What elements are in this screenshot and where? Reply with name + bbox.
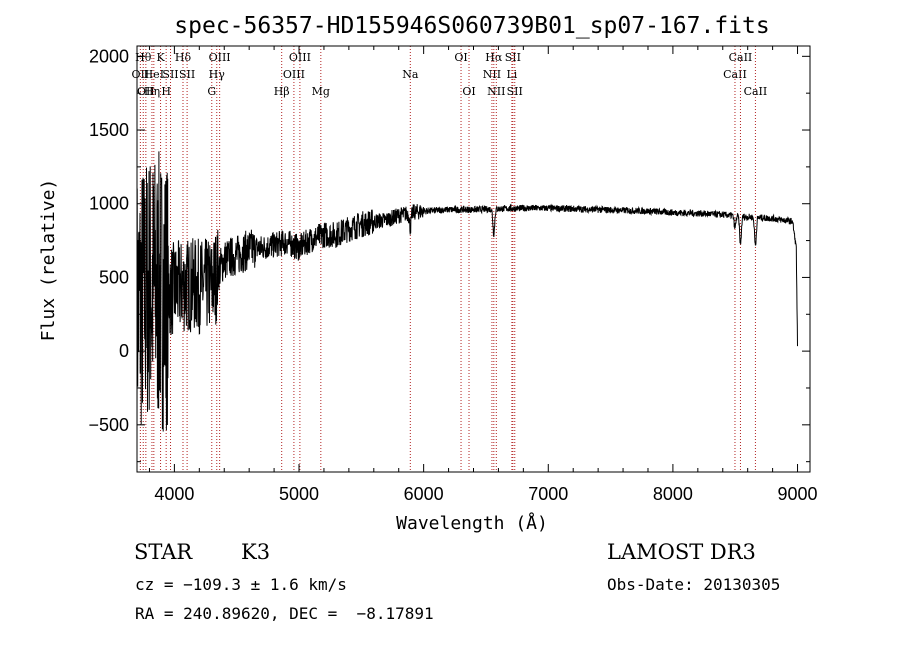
line-marker-label: SII (179, 68, 195, 81)
line-marker-label: Hη (144, 85, 160, 98)
line-marker-label: Na (402, 68, 419, 81)
y-axis: −500 0 500 1000 1500 2000 (88, 46, 810, 463)
line-marker-label: Hθ (135, 51, 152, 64)
line-marker-label: NII (487, 85, 505, 98)
line-marker-label: SII (507, 85, 523, 98)
x-tick-label: 9000 (778, 484, 818, 504)
line-marker-label: Hβ (274, 85, 290, 98)
line-marker-label: SII (162, 68, 178, 81)
line-marker-label: NII (483, 68, 501, 81)
object-class: STAR (134, 540, 193, 564)
y-axis-label: Flux (relative) (38, 179, 59, 342)
observation-date: Obs-Date: 20130305 (607, 575, 781, 594)
x-tick-label: 8000 (653, 484, 693, 504)
line-marker-label: OII (137, 85, 155, 98)
y-tick-label: 500 (99, 267, 129, 287)
line-marker-label: CaII (723, 68, 747, 81)
line-marker-label: OIII (283, 68, 305, 81)
line-marker-label: OIII (289, 51, 311, 64)
spectrum-chart: spec-56357-HD155946S060739B01_sp07-167.f… (38, 13, 818, 534)
survey-name: LAMOST DR3 (607, 540, 756, 564)
y-tick-label: 1000 (89, 194, 129, 214)
line-marker-label: H (161, 85, 171, 98)
y-tick-label: −500 (88, 415, 129, 435)
x-axis-label: Wavelength (Å) (396, 512, 548, 534)
line-marker-label: K (156, 51, 165, 64)
redshift-velocity: cz = −109.3 ± 1.6 km/s (135, 575, 347, 594)
line-marker-label: Hα (485, 51, 503, 64)
plot-frame (136, 45, 811, 473)
y-tick-label: 1500 (89, 120, 129, 140)
x-tick-label: 4000 (154, 484, 194, 504)
line-marker-label: Hγ (209, 68, 226, 81)
x-tick-label: 6000 (404, 484, 444, 504)
line-marker-label: OIII (209, 51, 231, 64)
line-markers: OIIHθOIIHηHeIKHSIIHδSIIGHγOIIIHβOIIIOIII… (132, 46, 768, 472)
line-marker-label: Hδ (175, 51, 192, 64)
y-tick-label: 0 (119, 341, 129, 361)
line-marker-label: G (207, 85, 216, 98)
x-tick-label: 7000 (528, 484, 568, 504)
spectrum-line (136, 151, 798, 447)
line-marker-label: CaII (744, 85, 768, 98)
line-marker-label: OI (462, 85, 475, 98)
coordinates: RA = 240.89620, DEC = −8.17891 (135, 604, 434, 623)
line-marker-label: OII (132, 68, 150, 81)
line-marker-label: HeI (144, 68, 164, 81)
line-marker-label: Mg (312, 85, 330, 98)
line-marker-label: OI (454, 51, 467, 64)
object-subclass: K3 (241, 540, 271, 564)
line-marker-label: SII (505, 51, 521, 64)
line-marker-label: Li (506, 68, 517, 81)
chart-title: spec-56357-HD155946S060739B01_sp07-167.f… (174, 13, 769, 39)
x-tick-label: 5000 (279, 484, 319, 504)
line-marker-label: CaII (729, 51, 753, 64)
y-tick-label: 2000 (89, 46, 129, 66)
x-axis: 4000 5000 6000 7000 8000 9000 (148, 46, 818, 504)
